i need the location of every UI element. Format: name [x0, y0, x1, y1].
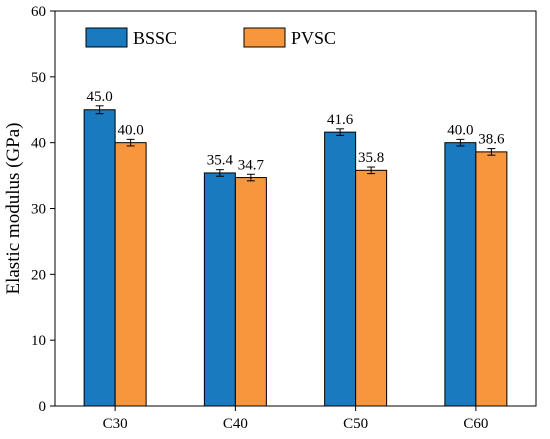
y-tick-label-10: 10: [31, 333, 46, 349]
legend-label-pvsc: PVSC: [291, 28, 336, 48]
x-tick-label-c30: C30: [103, 416, 128, 432]
data-labels-layer: 45.0 40.0 35.4 34.7 41.6 35.8 40.0 38.6: [87, 89, 506, 173]
bar-bssc-c50: [324, 131, 357, 407]
y-tick-label-40: 40: [31, 136, 46, 152]
y-tick-label-30: 30: [31, 202, 46, 218]
data-label-pvsc-c40: 34.7: [238, 157, 265, 173]
data-label-bssc-c50: 41.6: [327, 112, 354, 128]
bar-bssc-c60: [444, 142, 477, 407]
legend-swatch-bssc: [85, 27, 128, 48]
y-tick-label-50: 50: [31, 70, 46, 86]
bar-pvsc-c60: [475, 151, 508, 407]
bar-bssc-c40: [203, 172, 236, 407]
data-label-bssc-c30: 45.0: [87, 89, 113, 105]
data-label-pvsc-c30: 40.0: [118, 122, 144, 138]
data-label-bssc-c60: 40.0: [447, 122, 473, 138]
x-tick-label-c60: C60: [463, 416, 488, 432]
x-tick-label-c40: C40: [223, 416, 248, 432]
bar-bssc-c30: [83, 109, 116, 407]
bar-pvsc-c40: [234, 177, 267, 407]
y-tick-label-0: 0: [39, 399, 47, 415]
data-label-pvsc-c60: 38.6: [478, 132, 505, 148]
data-label-bssc-c40: 35.4: [207, 153, 234, 169]
data-label-pvsc-c50: 35.8: [358, 150, 384, 166]
legend-swatch-pvsc: [243, 27, 286, 48]
legend-label-bssc: BSSC: [133, 28, 177, 48]
y-tick-label-20: 20: [31, 267, 46, 283]
error-bars-layer: [95, 105, 496, 182]
x-tick-label-c50: C50: [343, 416, 368, 432]
y-axis-label: Elastic modulus (GPa): [3, 122, 24, 294]
legend: BSSC PVSC: [85, 27, 336, 48]
bar-pvsc-c30: [114, 142, 147, 407]
bars-layer: [83, 109, 508, 407]
y-tick-label-60: 60: [31, 4, 46, 20]
bar-pvsc-c50: [355, 169, 388, 407]
axes-layer: 0 10 20 30 40 50 60 C30 C40 C50 C60: [31, 4, 537, 432]
